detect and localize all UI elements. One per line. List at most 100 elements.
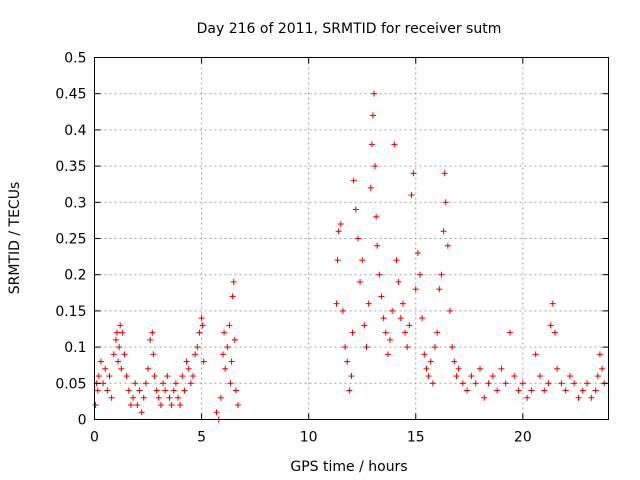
data-point	[427, 358, 434, 365]
data-point	[117, 322, 124, 329]
data-point	[102, 365, 109, 372]
data-point	[104, 387, 111, 394]
data-point	[106, 373, 113, 380]
data-point	[382, 329, 389, 336]
data-point	[229, 293, 236, 300]
data-point	[234, 402, 241, 409]
data-point	[584, 380, 591, 387]
data-point	[406, 322, 413, 329]
data-point	[387, 336, 394, 343]
data-point	[344, 358, 351, 365]
data-point	[113, 329, 120, 336]
data-point	[524, 394, 531, 401]
data-point	[149, 329, 156, 336]
data-point	[335, 228, 342, 235]
data-point	[547, 322, 554, 329]
data-point	[579, 387, 586, 394]
data-point	[125, 387, 132, 394]
data-point	[404, 344, 411, 351]
data-point	[147, 336, 154, 343]
data-point	[397, 315, 404, 322]
data-point	[365, 300, 372, 307]
data-point	[453, 373, 460, 380]
data-point	[138, 409, 145, 416]
data-point	[334, 257, 341, 264]
data-point	[346, 387, 353, 394]
data-point	[425, 373, 432, 380]
data-point	[374, 242, 381, 249]
data-point	[498, 365, 505, 372]
data-point	[592, 387, 599, 394]
y-tick-label: 0.3	[64, 195, 86, 211]
data-point	[566, 373, 573, 380]
data-point	[160, 380, 167, 387]
grid-lines	[94, 57, 609, 420]
data-point	[376, 271, 383, 278]
data-point	[464, 387, 471, 394]
data-point	[108, 394, 115, 401]
data-point	[395, 278, 402, 285]
data-point	[399, 300, 406, 307]
data-point	[558, 380, 565, 387]
data-point	[361, 322, 368, 329]
data-point	[162, 387, 169, 394]
data-point	[132, 380, 139, 387]
data-point	[337, 221, 344, 228]
data-point	[502, 380, 509, 387]
data-point	[183, 358, 190, 365]
data-point	[175, 394, 182, 401]
data-point	[121, 351, 128, 358]
data-point	[177, 402, 184, 409]
y-tick-label: 0.05	[55, 376, 86, 392]
x-tick-label: 0	[90, 430, 99, 446]
data-point	[119, 329, 126, 336]
data-point	[199, 322, 206, 329]
data-point	[194, 344, 201, 351]
data-point	[519, 380, 526, 387]
data-point	[434, 329, 441, 336]
data-point	[112, 336, 119, 343]
data-point	[380, 315, 387, 322]
data-point	[389, 307, 396, 314]
data-point	[166, 394, 173, 401]
data-point	[363, 344, 370, 351]
data-point	[352, 206, 359, 213]
data-point	[440, 228, 447, 235]
data-point	[551, 329, 558, 336]
data-point	[489, 373, 496, 380]
data-points	[92, 90, 608, 423]
data-point	[140, 394, 147, 401]
data-point	[432, 344, 439, 351]
data-point	[370, 90, 377, 97]
data-point	[506, 329, 513, 336]
data-point	[142, 380, 149, 387]
y-tick-label: 0.25	[55, 232, 86, 248]
data-point	[136, 387, 143, 394]
data-point	[562, 387, 569, 394]
data-point	[436, 286, 443, 293]
data-point	[190, 373, 197, 380]
y-tick-label: 0.45	[55, 87, 86, 103]
data-point	[151, 373, 158, 380]
data-point	[130, 394, 137, 401]
data-point	[150, 351, 157, 358]
x-tick-label: 15	[407, 430, 425, 446]
data-point	[92, 402, 99, 409]
chart-title: Day 216 of 2011, SRMTID for receiver sut…	[197, 21, 502, 37]
data-point	[213, 409, 220, 416]
data-point	[357, 278, 364, 285]
data-point	[391, 141, 398, 148]
data-point	[393, 257, 400, 264]
data-point	[402, 329, 409, 336]
data-point	[230, 278, 237, 285]
data-point	[410, 170, 417, 177]
data-point	[226, 322, 233, 329]
data-point	[224, 344, 231, 351]
data-point	[231, 336, 238, 343]
data-point	[359, 257, 366, 264]
data-point	[350, 177, 357, 184]
data-point	[447, 307, 454, 314]
data-point	[554, 365, 561, 372]
y-tick-label: 0.1	[64, 340, 86, 356]
